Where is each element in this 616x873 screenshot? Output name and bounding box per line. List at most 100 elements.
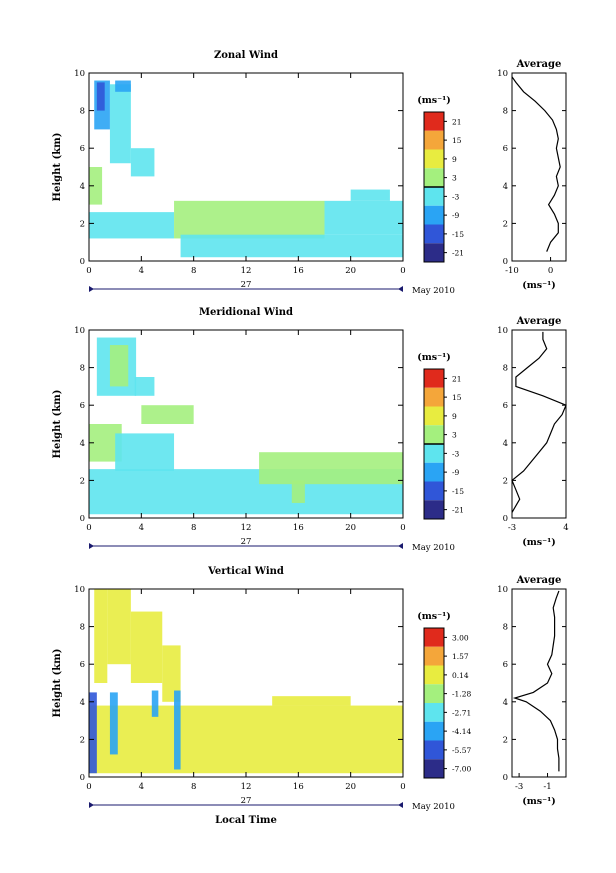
x-tick-label: 4 bbox=[139, 266, 144, 276]
heatmap-cell bbox=[151, 690, 159, 717]
heatmap-cell bbox=[107, 589, 131, 665]
heatmap-cell bbox=[272, 696, 351, 706]
colorbar-tick-label: -21 bbox=[452, 506, 464, 515]
average-profile-line bbox=[512, 590, 560, 772]
average-x-tick-label: -1 bbox=[543, 782, 551, 792]
colorbar-swatch bbox=[424, 387, 444, 407]
average-frame bbox=[511, 329, 567, 519]
average-x-axis-label: (ms⁻¹) bbox=[522, 796, 556, 807]
colorbar-tick-label: -4.14 bbox=[452, 727, 471, 736]
average-x-tick-label: -3 bbox=[508, 523, 516, 533]
average-y-tick-label: 4 bbox=[503, 698, 508, 708]
heatmap-cell bbox=[89, 167, 103, 205]
colorbar-swatch bbox=[424, 130, 444, 150]
colorbar-tick-label: 0.14 bbox=[452, 671, 469, 680]
colorbar-swatch bbox=[424, 205, 444, 225]
average-profile-line bbox=[511, 76, 561, 252]
heatmap-cell bbox=[162, 645, 181, 702]
heatmap-cell bbox=[89, 705, 403, 774]
x-tick-label: 12 bbox=[241, 782, 252, 792]
colorbar-swatch bbox=[424, 721, 444, 741]
colorbar-tick-label: 21 bbox=[452, 374, 462, 383]
colorbar-swatch bbox=[424, 149, 444, 169]
date-day-label: 27 bbox=[241, 537, 252, 547]
average-title: Average bbox=[516, 59, 562, 70]
colorbar-swatch bbox=[424, 740, 444, 760]
colorbar-tick-label: 9 bbox=[452, 155, 457, 164]
average-y-tick-label: 4 bbox=[503, 439, 508, 449]
average-frame bbox=[511, 588, 567, 778]
colorbar-tick-label: -5.57 bbox=[452, 746, 471, 755]
colorbar-swatch bbox=[424, 684, 444, 703]
colorbar-swatch bbox=[424, 224, 444, 244]
average-y-tick-label: 10 bbox=[497, 585, 508, 595]
panel-title: Meridional Wind bbox=[199, 307, 293, 318]
y-tick-label: 4 bbox=[80, 439, 85, 449]
colorbar-swatch bbox=[424, 462, 444, 482]
colorbar-swatch bbox=[424, 187, 444, 206]
x-tick-label: 0 bbox=[86, 266, 91, 276]
y-tick-label: 0 bbox=[80, 773, 85, 783]
y-axis-label: Height (km) bbox=[52, 649, 63, 718]
heatmap-cell bbox=[89, 212, 175, 239]
heatmap-cell bbox=[109, 345, 129, 387]
average-x-tick-label: -10 bbox=[505, 266, 519, 276]
average-title: Average bbox=[516, 316, 562, 327]
heatmap-cell bbox=[291, 480, 305, 503]
date-bar-start-marker bbox=[89, 802, 94, 808]
average-y-tick-label: 0 bbox=[503, 514, 508, 524]
average-x-tick-label: 4 bbox=[563, 523, 568, 533]
x-tick-label: 0 bbox=[86, 523, 91, 533]
average-y-tick-label: 2 bbox=[503, 476, 508, 486]
colorbar-tick-label: -9 bbox=[452, 211, 460, 220]
y-tick-label: 8 bbox=[80, 107, 85, 117]
x-tick-label: 20 bbox=[345, 266, 356, 276]
x-tick-label: 8 bbox=[191, 782, 196, 792]
average-profile-line bbox=[511, 331, 567, 513]
colorbar-tick-label: -1.28 bbox=[452, 690, 471, 699]
x-tick-label: 16 bbox=[293, 266, 304, 276]
colorbar-swatch bbox=[424, 369, 444, 388]
y-tick-label: 2 bbox=[80, 476, 85, 486]
y-tick-label: 6 bbox=[80, 144, 85, 154]
y-axis-label: Height (km) bbox=[52, 133, 63, 202]
x-tick-label: 0 bbox=[86, 782, 91, 792]
colorbar-tick-label: -15 bbox=[452, 230, 464, 239]
y-tick-label: 10 bbox=[74, 585, 85, 595]
colorbar-swatch bbox=[424, 406, 444, 426]
heatmap-cell bbox=[141, 405, 194, 424]
x-tick-label: 8 bbox=[191, 266, 196, 276]
date-bar-end-marker bbox=[398, 802, 403, 808]
colorbar-tick-label: 1.57 bbox=[452, 652, 469, 661]
average-y-tick-label: 6 bbox=[503, 660, 508, 670]
heatmap-cell bbox=[115, 433, 175, 471]
heatmap-cell bbox=[180, 234, 403, 258]
heatmap-cell bbox=[259, 452, 403, 485]
average-title: Average bbox=[516, 575, 562, 586]
colorbar-tick-label: -3 bbox=[452, 192, 460, 201]
y-tick-label: 8 bbox=[80, 364, 85, 374]
average-x-axis-label: (ms⁻¹) bbox=[522, 537, 556, 548]
date-bar-start-marker bbox=[89, 543, 94, 549]
heatmap-cell bbox=[174, 200, 325, 239]
average-y-tick-label: 6 bbox=[503, 401, 508, 411]
average-x-tick-label: -3 bbox=[515, 782, 523, 792]
y-tick-label: 8 bbox=[80, 623, 85, 633]
panel-title: Vertical Wind bbox=[207, 566, 284, 577]
colorbar-swatch bbox=[424, 112, 444, 131]
average-x-axis-label: (ms⁻¹) bbox=[522, 280, 556, 291]
x-tick-label: 4 bbox=[139, 523, 144, 533]
average-y-tick-label: 2 bbox=[503, 219, 508, 229]
colorbar-swatch bbox=[424, 500, 444, 519]
colorbar-unit: (ms⁻¹) bbox=[417, 611, 451, 622]
colorbar-swatch bbox=[424, 243, 444, 262]
colorbar-swatch bbox=[424, 425, 444, 444]
y-tick-label: 0 bbox=[80, 514, 85, 524]
average-y-tick-label: 8 bbox=[503, 107, 508, 117]
date-month-label: May 2010 bbox=[412, 802, 455, 812]
panel-title: Zonal Wind bbox=[214, 50, 278, 61]
colorbar-tick-label: -7.00 bbox=[452, 765, 471, 774]
x-tick-label: 4 bbox=[139, 782, 144, 792]
